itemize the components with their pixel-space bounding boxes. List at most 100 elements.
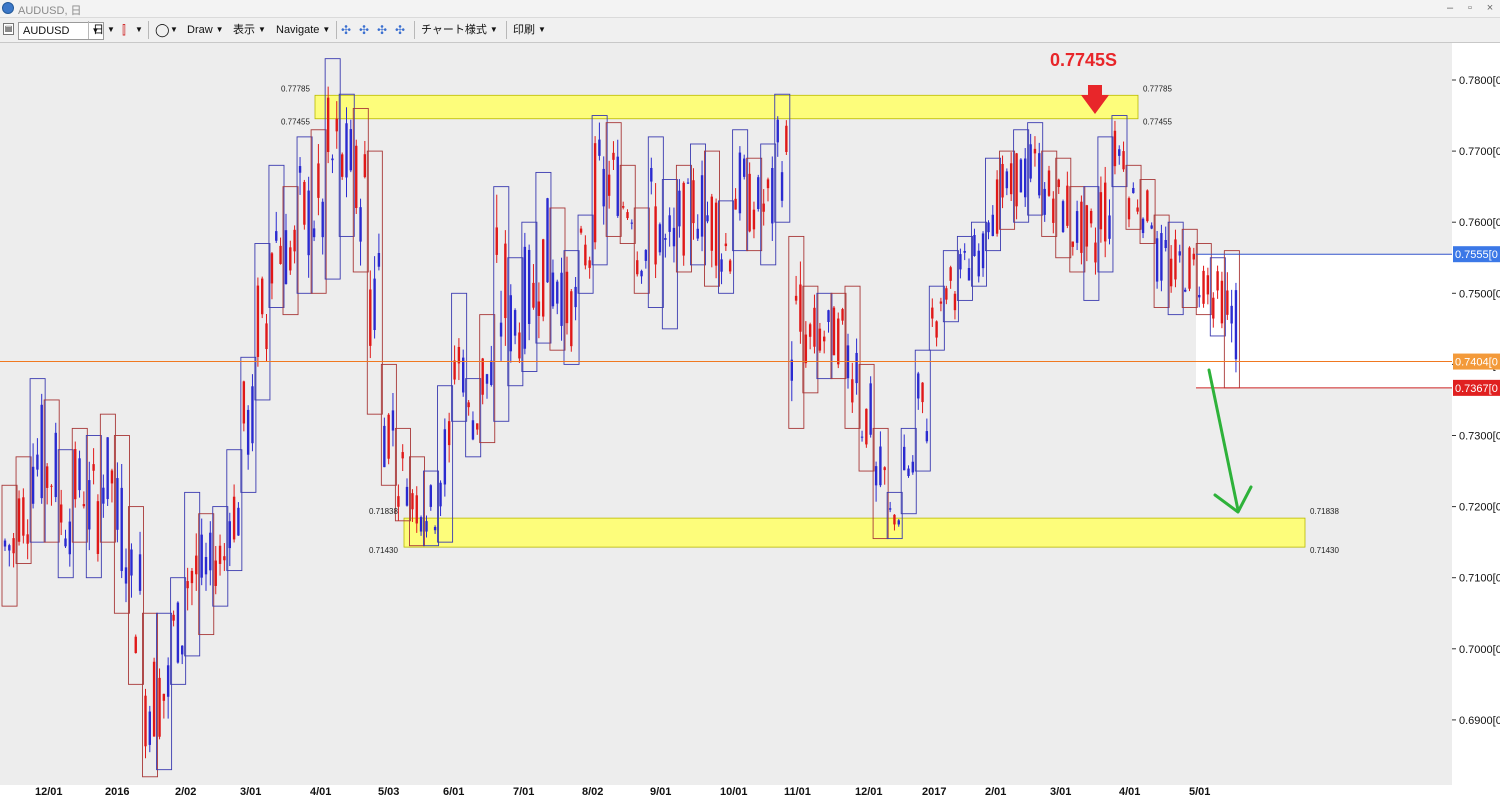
daily-candle: [471, 420, 475, 440]
minimize-icon[interactable]: –: [1446, 2, 1454, 14]
candlestick-icon[interactable]: ⫿: [122, 23, 126, 37]
daily-candle: [1029, 144, 1032, 179]
daily-candle: [481, 358, 484, 395]
daily-candle: [776, 119, 779, 143]
daily-candle: [495, 227, 498, 255]
zone-resistance[interactable]: [314, 94, 1139, 120]
daily-candle: [405, 486, 409, 506]
weekly-range-box: [1069, 186, 1086, 273]
close-icon[interactable]: ×: [1486, 2, 1494, 14]
daily-candle: [804, 334, 808, 364]
daily-candle: [579, 228, 583, 233]
weekly-range-box: [254, 243, 271, 401]
daily-candle: [607, 174, 611, 196]
weekly-range-box: [113, 435, 130, 614]
window-title: AUDUSD, 日: [18, 5, 82, 17]
zone-label: 0.77785: [1143, 84, 1172, 93]
date-tick-label: 2016: [105, 786, 129, 795]
weekly-range-box: [43, 399, 60, 543]
chart-canvas[interactable]: [0, 43, 1453, 785]
daily-candle: [509, 295, 512, 352]
price-tag[interactable]: [1453, 379, 1500, 396]
circle-tool-menu[interactable]: ▼: [167, 21, 178, 39]
print-menu[interactable]: 印刷 ▼: [513, 21, 546, 39]
weekly-range-box: [85, 435, 102, 579]
daily-candle: [574, 286, 577, 308]
daily-candle: [411, 493, 414, 510]
price-axis[interactable]: [1452, 43, 1500, 795]
title-bar: AUDUSD, 日 – ▫ ×: [0, 0, 1500, 18]
daily-candle: [1164, 240, 1167, 249]
daily-candle: [893, 514, 896, 525]
daily-candle: [1113, 130, 1117, 167]
crosshair-icon[interactable]: ✣: [377, 23, 388, 37]
draw-label: Draw: [187, 24, 213, 36]
date-tick-label: 5/03: [378, 786, 399, 795]
crosshair-icon[interactable]: ✣: [341, 23, 352, 37]
chart-window-icon[interactable]: ▤: [3, 23, 14, 35]
circle-tool-icon[interactable]: ◯: [155, 22, 170, 37]
price-tag[interactable]: [1453, 353, 1500, 370]
daily-candle: [762, 203, 765, 212]
date-tick-label: 8/02: [582, 786, 603, 795]
daily-candle: [883, 467, 886, 471]
daily-candle: [36, 454, 39, 470]
weekly-range-box: [57, 449, 74, 579]
weekly-range-box: [718, 200, 735, 294]
restore-icon[interactable]: ▫: [1468, 2, 1472, 14]
timeframe-label: 日: [93, 24, 104, 36]
time-axis[interactable]: [0, 785, 1452, 795]
daily-candle: [462, 357, 465, 393]
daily-candle: [298, 166, 302, 173]
daily-candle: [874, 466, 878, 486]
weekly-range-box: [999, 150, 1016, 230]
daily-candle: [1150, 225, 1153, 229]
date-tick-label: 3/01: [1050, 786, 1071, 795]
daily-candle: [1234, 290, 1238, 360]
daily-candle: [3, 540, 7, 547]
daily-candle: [195, 555, 198, 575]
daily-candle: [710, 196, 713, 251]
view-menu[interactable]: 表示 ▼: [233, 21, 266, 39]
daily-candle: [551, 272, 555, 307]
weekly-range-box: [184, 491, 201, 657]
timeframe-menu[interactable]: 日 ▼: [93, 21, 115, 39]
date-tick-label: 7/01: [513, 786, 534, 795]
weekly-range-box: [156, 612, 173, 771]
daily-candle: [1220, 280, 1224, 324]
draw-menu[interactable]: Draw ▼: [187, 21, 224, 39]
daily-candle: [714, 202, 718, 266]
price-tag[interactable]: [1453, 246, 1500, 263]
daily-candle: [668, 215, 671, 232]
daily-candle: [40, 404, 43, 499]
navigate-menu[interactable]: Navigate ▼: [276, 21, 330, 39]
weekly-range-box: [465, 378, 482, 458]
weekly-range-box: [479, 314, 496, 444]
daily-candle: [1132, 187, 1135, 194]
daily-candle: [728, 260, 732, 272]
zone-support[interactable]: [403, 517, 1306, 548]
weekly-range-box: [956, 235, 973, 301]
weekly-range-box: [198, 513, 215, 636]
daily-candle: [630, 222, 633, 224]
daily-candle: [275, 231, 278, 241]
weekly-range-box: [240, 356, 257, 493]
symbol-selector[interactable]: AUDUSD ▼: [18, 22, 105, 40]
daily-candle: [148, 711, 151, 745]
price-tag-label: 0.7367[0: [1455, 383, 1498, 395]
daily-candle: [1206, 275, 1210, 295]
daily-candle: [565, 271, 569, 324]
weekly-range-box: [142, 612, 159, 778]
weekly-range-box: [942, 250, 959, 323]
daily-candle: [1024, 158, 1027, 198]
crosshair-icon[interactable]: ✣: [359, 23, 370, 37]
chart-type-menu[interactable]: ▼: [132, 21, 143, 39]
price-tick-label: 0.7600[0: [1459, 217, 1500, 229]
weekly-range-box: [535, 171, 552, 344]
crosshair-icon[interactable]: ✣: [395, 23, 406, 37]
date-tick-label: 12/01: [855, 786, 883, 795]
daily-candle: [598, 139, 601, 156]
chart-style-menu[interactable]: チャート様式 ▼: [421, 21, 498, 39]
weekly-range-box: [675, 164, 692, 273]
